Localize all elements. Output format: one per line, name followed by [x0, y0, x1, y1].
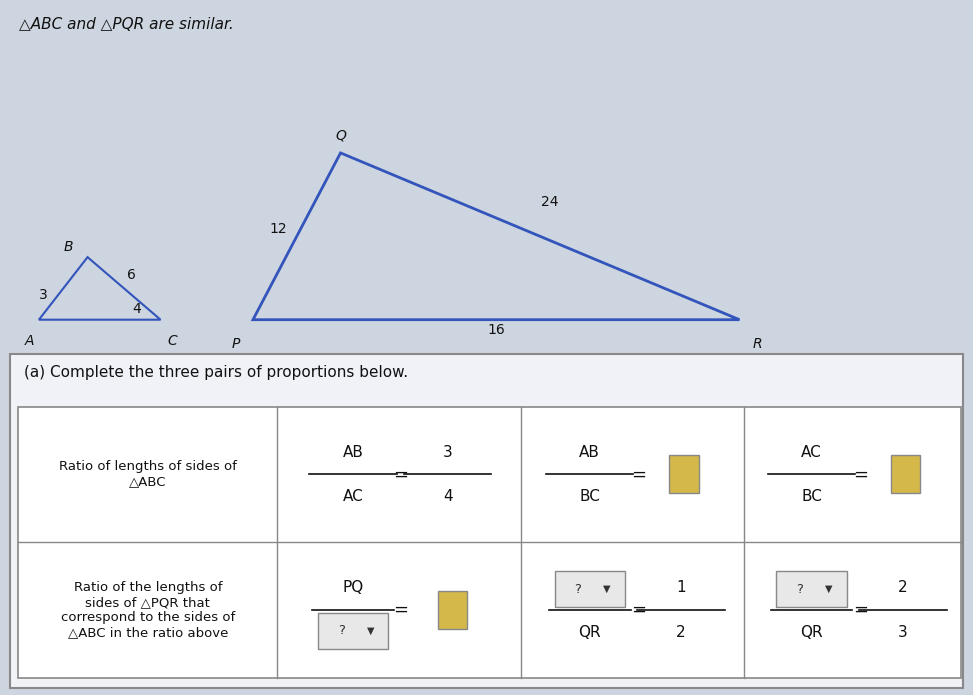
Text: Ratio of the lengths of
sides of △PQR that
correspond to the sides of
△ABC in th: Ratio of the lengths of sides of △PQR th… — [60, 581, 235, 639]
Text: =: = — [631, 466, 646, 483]
Text: P: P — [232, 337, 239, 351]
Bar — [555, 571, 625, 607]
Text: Q: Q — [335, 129, 346, 142]
Text: QR: QR — [578, 625, 601, 639]
Text: 4: 4 — [132, 302, 140, 316]
Text: 2: 2 — [676, 625, 686, 639]
Text: BC: BC — [801, 489, 822, 504]
Text: A: A — [24, 334, 34, 348]
Text: 12: 12 — [270, 222, 287, 236]
Text: 3: 3 — [898, 625, 908, 639]
Text: 2: 2 — [898, 580, 908, 595]
Text: AC: AC — [342, 489, 364, 504]
Text: 3: 3 — [40, 288, 48, 302]
Text: ▼: ▼ — [825, 584, 833, 594]
Bar — [891, 455, 920, 493]
Bar — [10, 354, 963, 688]
Text: R: R — [752, 337, 762, 351]
Text: AC: AC — [801, 445, 822, 459]
Text: 6: 6 — [126, 268, 136, 281]
Text: AB: AB — [579, 445, 600, 459]
Text: =: = — [393, 601, 409, 619]
Text: 4: 4 — [443, 489, 452, 504]
Text: AB: AB — [342, 445, 364, 459]
Text: ▼: ▼ — [603, 584, 611, 594]
Text: (a) Complete the three pairs of proportions below.: (a) Complete the three pairs of proporti… — [24, 365, 409, 380]
Bar — [18, 407, 961, 678]
Bar — [776, 571, 847, 607]
Text: B: B — [63, 240, 73, 254]
Text: △ABC and △PQR are similar.: △ABC and △PQR are similar. — [19, 17, 234, 33]
Text: BC: BC — [579, 489, 600, 504]
Text: ▼: ▼ — [367, 626, 375, 636]
Text: 24: 24 — [541, 195, 559, 208]
Text: =: = — [852, 466, 868, 483]
Bar — [438, 591, 467, 629]
Text: ?: ? — [796, 582, 804, 596]
Text: Ratio of lengths of sides of
△ABC: Ratio of lengths of sides of △ABC — [59, 460, 236, 489]
Bar — [318, 613, 388, 649]
Bar — [669, 455, 699, 493]
Text: =: = — [393, 466, 409, 483]
Text: PQ: PQ — [342, 580, 364, 595]
Text: =: = — [852, 601, 868, 619]
Text: ?: ? — [574, 582, 582, 596]
Text: =: = — [631, 601, 646, 619]
Text: 3: 3 — [443, 445, 452, 459]
Text: QR: QR — [800, 625, 823, 639]
Text: 1: 1 — [676, 580, 686, 595]
Text: 16: 16 — [487, 323, 505, 337]
Text: ?: ? — [338, 624, 345, 637]
Text: C: C — [167, 334, 177, 348]
